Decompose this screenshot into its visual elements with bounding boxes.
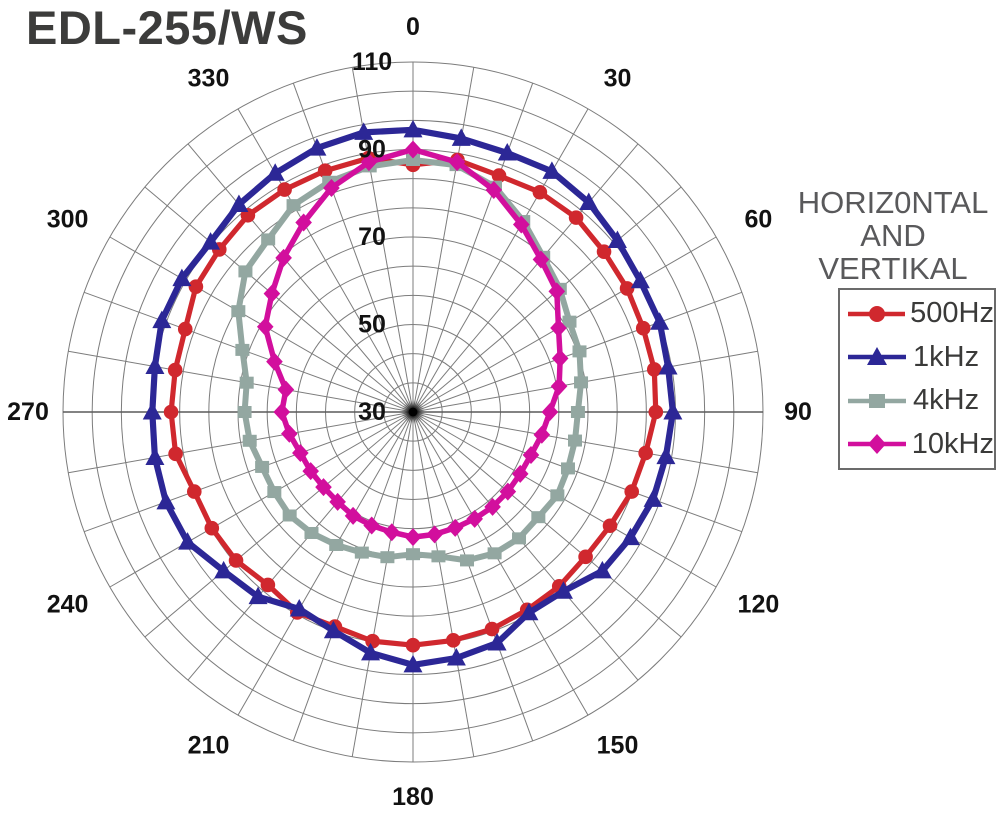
series-4khz (231, 154, 589, 567)
angle-tick-300: 300 (47, 206, 89, 234)
angle-tick-120: 120 (738, 591, 780, 619)
series-1khz (142, 119, 683, 673)
legend-entry-label: 4kHz (913, 384, 980, 417)
legend-entry-500hz: 500Hz (846, 297, 994, 330)
legend-entry-10khz: 10kHz (846, 428, 994, 461)
angle-tick-90: 90 (784, 398, 812, 426)
polar-center-core (408, 407, 418, 417)
legend-marker-diamond-icon (848, 434, 906, 455)
legend-heading-line-3: VERTIKAL (818, 251, 968, 286)
angle-tick-180: 180 (392, 783, 434, 811)
radial-tick-50: 50 (358, 311, 386, 339)
legend-entry-label: 10kHz (911, 427, 994, 460)
legend-entry-1khz: 1kHz (846, 341, 994, 374)
legend-entry-4khz: 4kHz (846, 384, 994, 417)
legend-heading: HORIZ0NTAL AND VERTIKAL (786, 186, 1000, 285)
legend-entry-label: 1kHz (913, 340, 980, 373)
grid-spokes (63, 62, 763, 762)
legend-entry-label: 500Hz (910, 297, 994, 330)
radial-tick-90: 90 (358, 136, 386, 164)
angle-tick-270: 270 (7, 398, 49, 426)
radial-tick-labels: 30 50 70 90 110 (352, 48, 392, 426)
angle-tick-210: 210 (188, 731, 230, 759)
series-10khz (256, 140, 569, 547)
legend-box: 500Hz 1kHz 4kHz 10kHz (838, 288, 996, 470)
angle-tick-30: 30 (604, 65, 632, 93)
legend-marker-triangle-icon (848, 347, 906, 366)
angle-tick-240: 240 (47, 591, 89, 619)
legend-heading-line-2: AND (860, 218, 926, 253)
page-title: EDL-255/WS (26, 1, 308, 54)
radial-tick-70: 70 (358, 223, 386, 251)
angle-tick-labels: 0 30 60 90 120 150 180 210 240 270 300 330 (7, 13, 812, 811)
radial-tick-110: 110 (352, 48, 392, 76)
legend-heading-line-1: HORIZ0NTAL (797, 185, 989, 220)
angle-tick-330: 330 (188, 65, 230, 93)
radial-tick-30: 30 (358, 398, 386, 426)
legend-marker-square-icon (848, 393, 906, 408)
legend-marker-circle-icon (848, 305, 906, 322)
angle-tick-60: 60 (745, 206, 773, 234)
angle-tick-150: 150 (597, 731, 639, 759)
angle-tick-0: 0 (406, 13, 420, 41)
